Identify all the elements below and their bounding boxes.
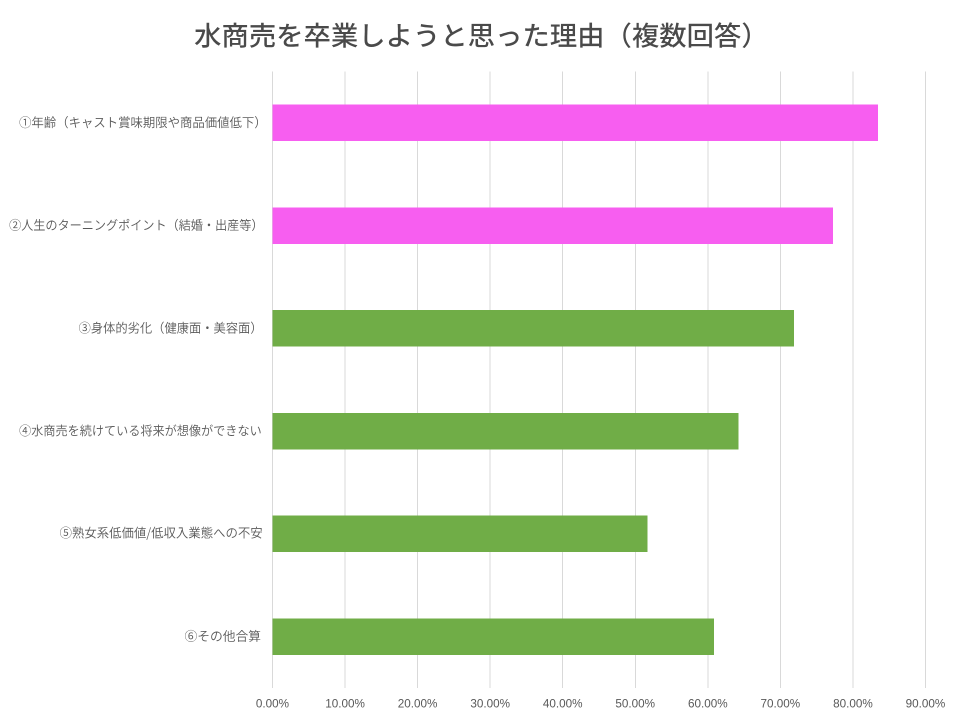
svg-text:50.00%: 50.00% xyxy=(615,697,655,710)
svg-text:30.00%: 30.00% xyxy=(470,697,510,710)
svg-text:20.00%: 20.00% xyxy=(398,697,438,710)
svg-text:10.00%: 10.00% xyxy=(325,697,365,710)
svg-text:60.00%: 60.00% xyxy=(688,697,728,710)
svg-text:80.00%: 80.00% xyxy=(833,697,873,710)
svg-text:70.00%: 70.00% xyxy=(761,697,801,710)
svg-text:90.00%: 90.00% xyxy=(906,697,946,710)
svg-text:0.00%: 0.00% xyxy=(256,697,289,710)
svg-text:40.00%: 40.00% xyxy=(543,697,583,710)
